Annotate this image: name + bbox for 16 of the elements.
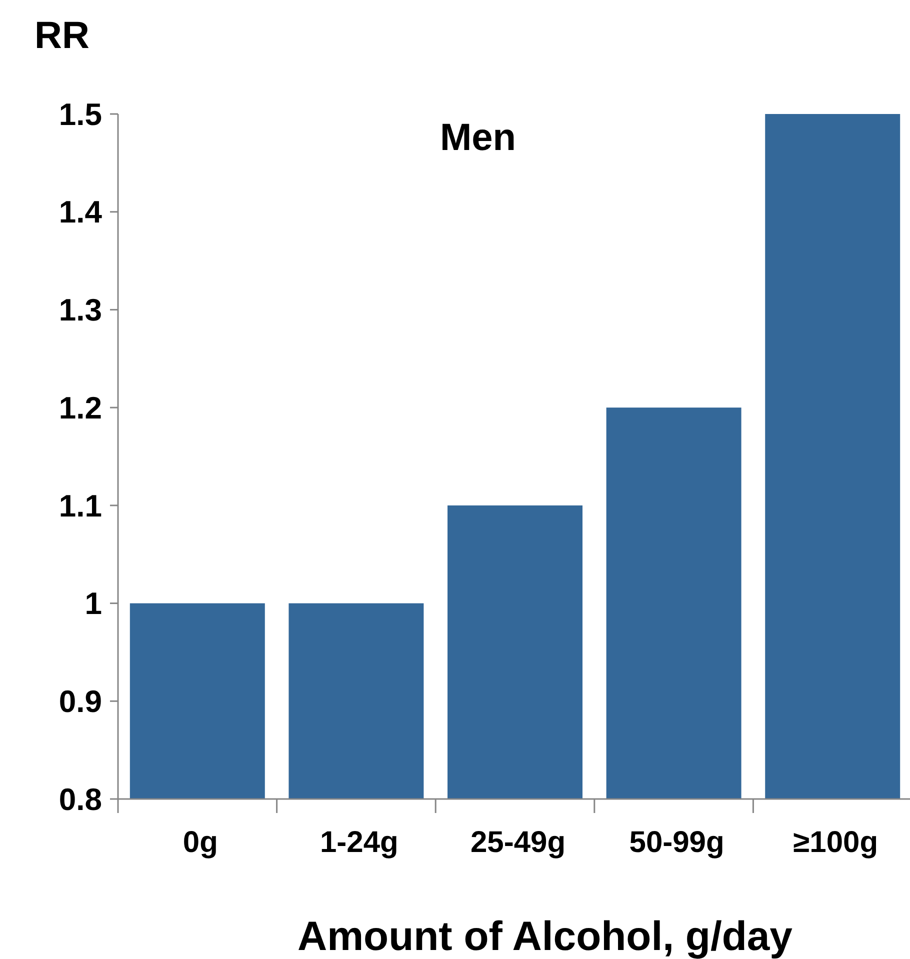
x-tick-label: 0g: [182, 826, 218, 859]
y-axis-title: RR: [34, 15, 90, 57]
y-tick-label: 1: [84, 586, 102, 622]
y-tick-label: 1.5: [58, 96, 102, 132]
y-tick-label: 0.9: [58, 684, 102, 719]
x-tick-label: 25-49g: [470, 826, 566, 859]
chart-title: Men: [440, 117, 516, 159]
y-tick-label: 1.2: [58, 390, 102, 426]
y-tick-label: 1.4: [58, 194, 103, 230]
y-tick-label: 1.3: [58, 292, 102, 328]
x-tick-label: 1-24g: [320, 826, 398, 859]
x-tick-label: 50-99g: [629, 826, 724, 859]
y-tick-label: 1.1: [58, 488, 102, 524]
x-axis-title: Amount of Alcohol, g/day: [297, 913, 793, 959]
y-tick-label: 0.8: [58, 782, 102, 817]
x-tick-label: ≥100g: [793, 826, 878, 859]
